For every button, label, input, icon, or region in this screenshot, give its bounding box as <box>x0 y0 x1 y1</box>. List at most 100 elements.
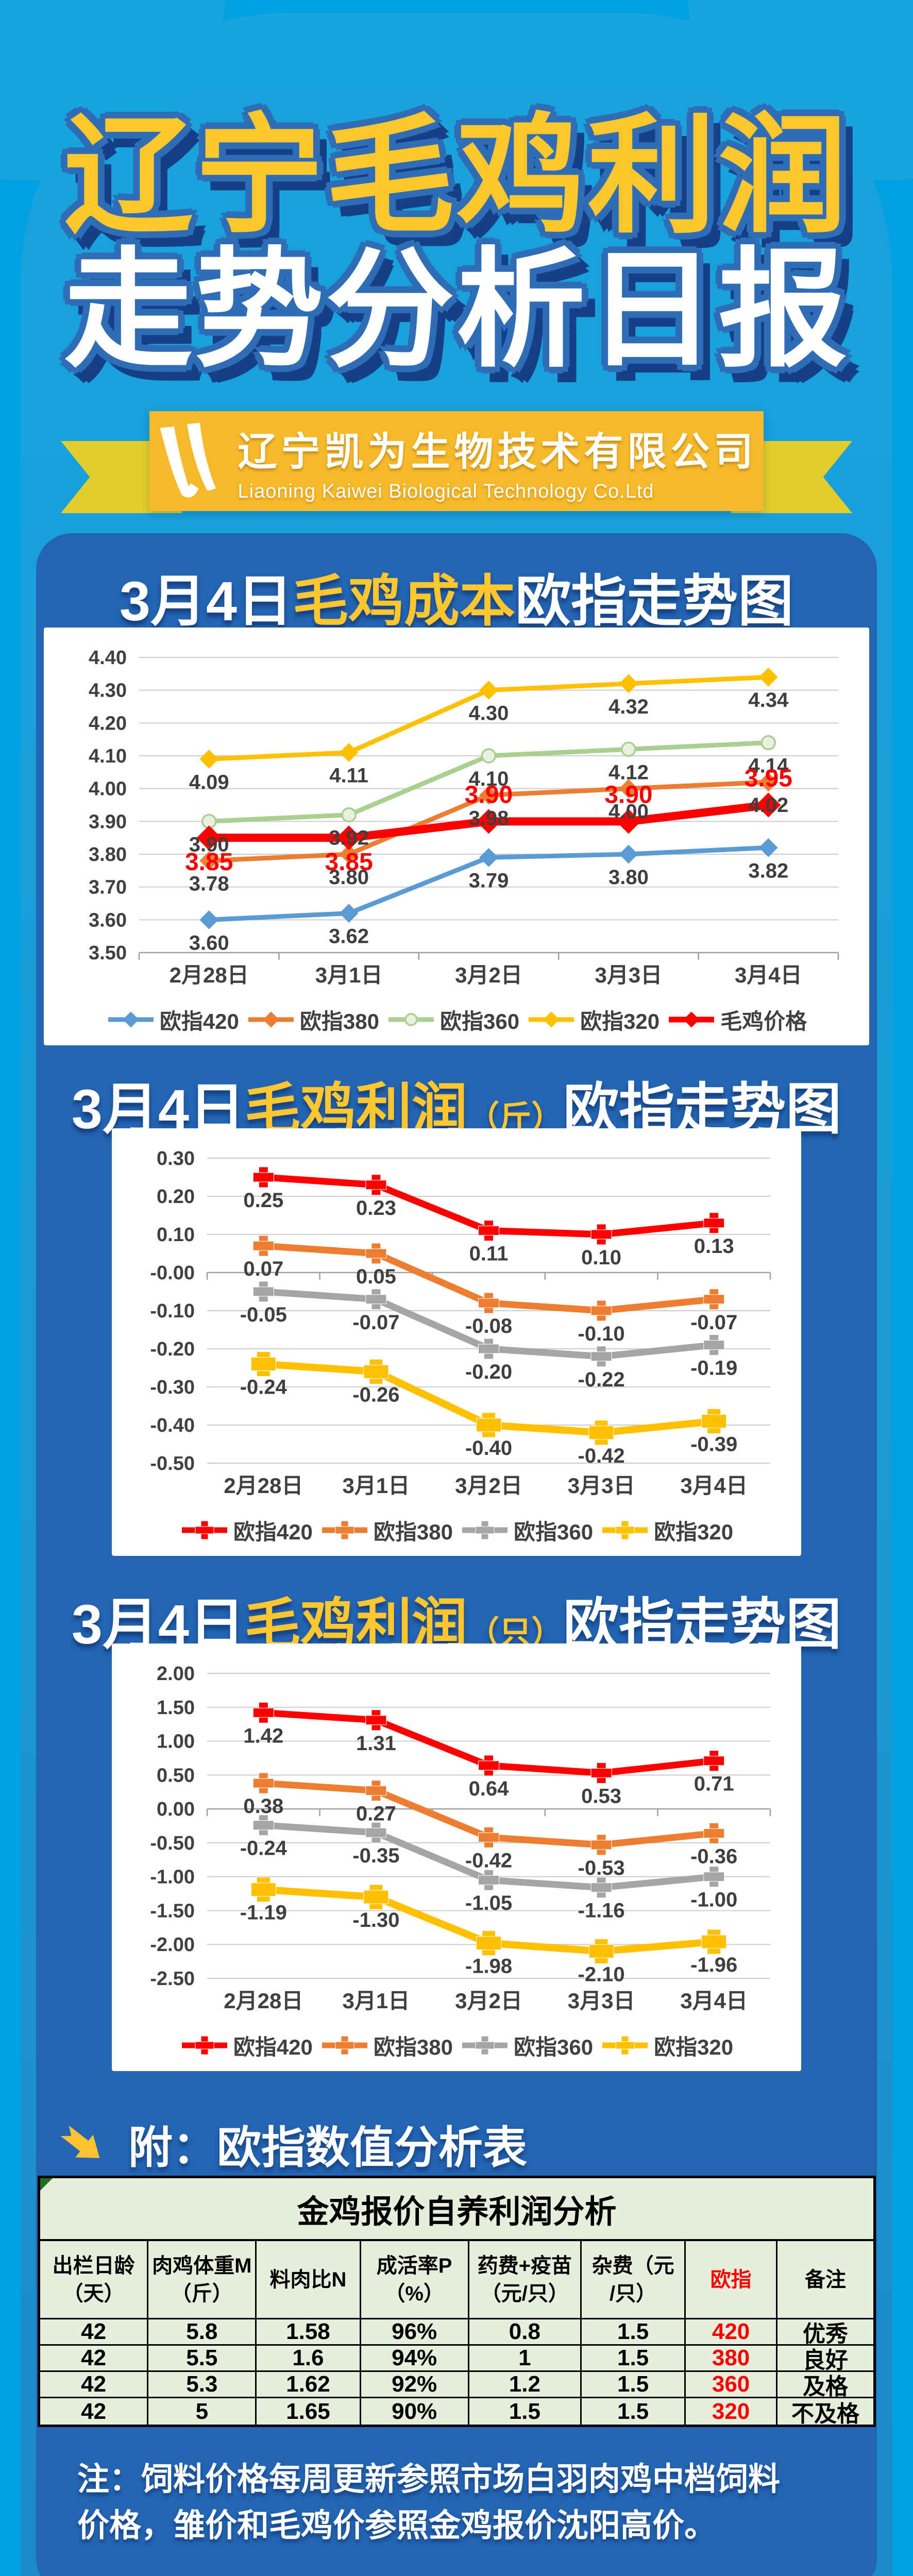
table-data-cell: 1.62 <box>257 2371 361 2398</box>
legend-marker-icon <box>602 1520 648 1540</box>
table-header-cell: 出栏日龄 （天） <box>40 2241 149 2319</box>
svg-text:3月4日: 3月4日 <box>735 963 802 987</box>
svg-text:-1.05: -1.05 <box>465 1892 512 1914</box>
table-data-cell: 5.5 <box>148 2345 257 2372</box>
footnote-line2: 价格，雏价和毛鸡价参照金鸡报价沈阳高价。 <box>77 2507 717 2544</box>
page-title-line2: 走势分析日报 <box>64 238 849 382</box>
table-data-cell: 良好 <box>777 2346 873 2373</box>
chart-legend: 欧指420 欧指380 欧指360 欧指320 毛鸡价格 <box>44 994 869 1045</box>
svg-text:0.11: 0.11 <box>469 1243 509 1265</box>
svg-text:0.50: 0.50 <box>157 1765 195 1786</box>
svg-text:-0.10: -0.10 <box>150 1300 195 1322</box>
svg-text:-0.22: -0.22 <box>578 1368 625 1391</box>
svg-text:-0.42: -0.42 <box>465 1849 512 1872</box>
table-header-cell: 欧指 <box>686 2241 777 2319</box>
appendix-header: 附：欧指数值分析表 <box>49 2111 527 2176</box>
arrow-down-right-icon <box>49 2116 110 2171</box>
svg-text:-0.24: -0.24 <box>240 1376 288 1399</box>
svg-text:-2.10: -2.10 <box>578 1963 625 1986</box>
svg-text:3.90: 3.90 <box>465 781 513 808</box>
svg-text:4.00: 4.00 <box>608 801 649 823</box>
svg-text:0.00: 0.00 <box>157 1799 195 1820</box>
table-header-cell: 肉鸡体重M （斤） <box>148 2241 257 2319</box>
legend-marker-icon <box>669 1011 715 1028</box>
svg-text:-0.19: -0.19 <box>690 1357 737 1380</box>
svg-text:3.80: 3.80 <box>89 844 127 866</box>
table-corner-mark <box>40 2178 53 2191</box>
company-name-en: Liaoning Kaiwei Biological Technology Co… <box>238 480 654 502</box>
svg-text:3.85: 3.85 <box>185 849 233 876</box>
company-logo-icon <box>156 421 221 501</box>
svg-text:0.07: 0.07 <box>243 1258 283 1280</box>
table-data-cell: 1.5 <box>582 2398 686 2425</box>
table-header-cell: 料肉比N <box>257 2241 361 2319</box>
svg-text:-0.30: -0.30 <box>150 1377 195 1398</box>
svg-text:2月28日: 2月28日 <box>224 1473 303 1498</box>
table-title: 金鸡报价自养利润分析 <box>40 2178 873 2241</box>
svg-text:3.79: 3.79 <box>469 869 509 892</box>
table-header-cell: 杂费（元/只） <box>582 2241 686 2319</box>
page-title: 辽宁毛鸡利润 走势分析日报 <box>0 109 913 377</box>
table-data-cell: 42 <box>40 2371 149 2398</box>
svg-text:0.23: 0.23 <box>356 1197 396 1219</box>
footnote-line1: 注：饲料价格每周更新参照市场白羽肉鸡中档饲料 <box>77 2462 781 2497</box>
appendix-header-text: 附：欧指数值分析表 <box>128 2123 527 2173</box>
legend-item: 欧指420 <box>106 1004 239 1036</box>
table-data-cell: 380 <box>686 2345 777 2372</box>
svg-text:0.64: 0.64 <box>469 1777 510 1800</box>
svg-text:4.32: 4.32 <box>608 696 649 718</box>
table-data-cell: 360 <box>686 2371 777 2398</box>
cost-trend-chart: 4.40 4.30 4.20 4.10 4.00 3.90 3.80 3.70 3.60 3.50… <box>44 628 869 1045</box>
svg-text:3月3日: 3月3日 <box>568 1473 635 1498</box>
svg-text:4.12: 4.12 <box>608 761 649 784</box>
svg-text:4.10: 4.10 <box>89 745 127 767</box>
company-banner: 辽宁凯为生物技术有限公司 Liaoning Kaiwei Biological … <box>149 411 764 511</box>
svg-text:-0.50: -0.50 <box>150 1833 195 1854</box>
table-data-cell: 1.58 <box>257 2319 361 2346</box>
legend-marker-icon <box>108 1011 154 1028</box>
svg-text:-1.00: -1.00 <box>690 1889 737 1911</box>
chart-legend: 欧指420 欧指380 欧指360 欧指320 <box>112 1504 801 1556</box>
svg-text:1.50: 1.50 <box>157 1697 195 1719</box>
svg-text:4.02: 4.02 <box>748 794 788 817</box>
profit-per-bird-chart: 2.00 1.50 1.00 0.50 0.00 -0.50 -1.00 -1.50 -2.00… <box>112 1643 801 2071</box>
svg-text:-0.36: -0.36 <box>690 1845 737 1868</box>
table-header-cell: 成活率P （%） <box>361 2241 469 2319</box>
svg-text:-0.20: -0.20 <box>150 1338 195 1360</box>
table-data-cell: 90% <box>361 2398 469 2425</box>
svg-text:3月1日: 3月1日 <box>343 1989 410 2013</box>
svg-text:4.10: 4.10 <box>469 768 509 790</box>
svg-text:2月28日: 2月28日 <box>224 1989 303 2013</box>
chart-legend: 欧指420 欧指380 欧指360 欧指320 <box>112 2020 801 2071</box>
legend-marker-icon <box>529 1011 574 1028</box>
legend-marker-icon <box>181 1520 227 1540</box>
svg-text:-0.20: -0.20 <box>465 1361 512 1383</box>
svg-text:4.30: 4.30 <box>469 702 509 725</box>
legend-item: 欧指320 <box>600 1515 733 1546</box>
chart-svg: 2.00 1.50 1.00 0.50 0.00 -0.50 -1.00 -1.50 -2.00… <box>150 1663 771 2013</box>
svg-text:2月28日: 2月28日 <box>170 963 249 987</box>
legend-marker-icon <box>322 1520 367 1540</box>
table-data-cell: 42 <box>40 2319 149 2346</box>
svg-text:-0.05: -0.05 <box>240 1303 287 1326</box>
table-data-cell: 不及格 <box>791 2401 859 2427</box>
svg-text:3.70: 3.70 <box>89 877 127 899</box>
table-data-cell: 1.5 <box>582 2345 686 2372</box>
svg-text:3.78: 3.78 <box>189 873 229 895</box>
table-header-cell: 备注 <box>777 2241 873 2319</box>
svg-text:-1.19: -1.19 <box>240 1902 287 1924</box>
profit-analysis-table: 金鸡报价自养利润分析 出栏日龄 （天） 肉鸡体重M （斤） 料肉比N 成活率P （%） 药费+… <box>38 2176 876 2427</box>
svg-text:0.05: 0.05 <box>356 1265 396 1288</box>
svg-text:3月4日: 3月4日 <box>680 1989 748 2013</box>
svg-text:3.85: 3.85 <box>325 849 373 876</box>
svg-text:-1.98: -1.98 <box>465 1955 512 1978</box>
legend-marker-icon <box>322 2036 367 2055</box>
company-name-cn: 辽宁凯为生物技术有限公司 <box>238 430 757 474</box>
legend-marker-icon <box>388 1013 434 1026</box>
page-title-line1: 辽宁毛鸡利润 <box>64 104 849 248</box>
legend-item: 欧指380 <box>246 1004 379 1036</box>
svg-text:4.00: 4.00 <box>89 778 127 800</box>
legend-marker-icon <box>181 2036 227 2055</box>
svg-text:3.95: 3.95 <box>745 765 792 792</box>
